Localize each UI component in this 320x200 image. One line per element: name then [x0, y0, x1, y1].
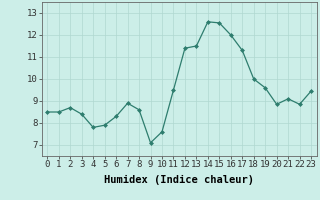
- X-axis label: Humidex (Indice chaleur): Humidex (Indice chaleur): [104, 175, 254, 185]
